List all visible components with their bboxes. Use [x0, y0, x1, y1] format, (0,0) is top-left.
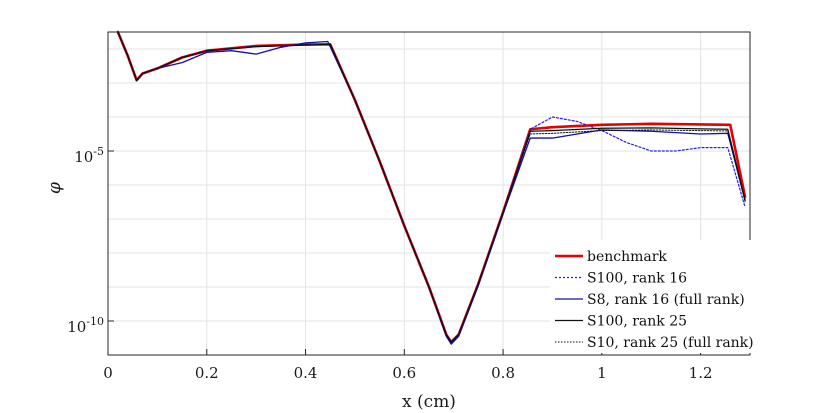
x-tick-label: 0.2 — [195, 364, 219, 382]
legend-label-5: S10, rank 25 (full rank) — [587, 335, 754, 351]
x-tick-label: 0.6 — [392, 364, 416, 382]
legend-label-3: S8, rank 16 (full rank) — [587, 292, 745, 308]
x-tick-label: 1.2 — [689, 364, 713, 382]
y-tick-label: 10-5 — [74, 145, 104, 166]
plot-area-frame — [107, 31, 751, 356]
legend-label-1: benchmark — [587, 249, 667, 265]
series-line-5 — [117, 31, 746, 343]
x-tick-label: 0 — [103, 364, 113, 382]
series-lines — [116, 30, 747, 345]
y-tick-label: 10-10 — [67, 315, 104, 336]
x-tick-label: 0.4 — [294, 364, 318, 382]
x-axis-label: x (cm) — [402, 392, 456, 412]
x-tick-label: 1 — [597, 364, 607, 382]
legend-label-4: S100, rank 25 — [587, 314, 687, 330]
legend: benchmark S100, rank 16 S8, rank 16 (full … — [550, 240, 754, 353]
axis-ticks: 0 0.2 0.4 0.6 0.8 1 1.2 10-5 10-10 — [67, 145, 712, 382]
x-tick-label: 0.8 — [491, 364, 515, 382]
y-axis-label: φ — [45, 182, 65, 194]
legend-box — [550, 240, 753, 353]
legend-label-2: S100, rank 16 — [587, 271, 687, 287]
